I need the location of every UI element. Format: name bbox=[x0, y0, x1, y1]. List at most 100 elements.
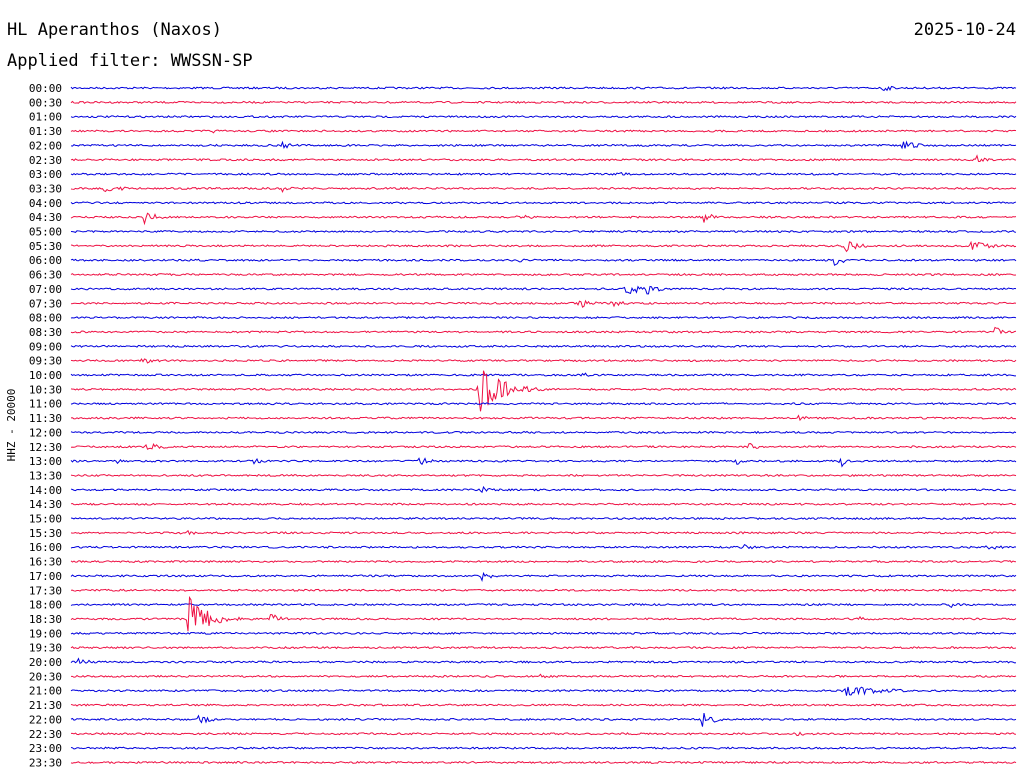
trace-0100 bbox=[70, 115, 1017, 119]
trace-0700 bbox=[70, 285, 1017, 295]
trace-0600 bbox=[70, 258, 1017, 266]
tick-label-0900: 09:00 bbox=[29, 340, 62, 353]
trace-2330 bbox=[70, 760, 1017, 765]
trace-0030 bbox=[70, 100, 1017, 104]
tick-label-1530: 15:30 bbox=[29, 527, 62, 540]
tick-label-2100: 21:00 bbox=[29, 685, 62, 698]
trace-1700 bbox=[70, 571, 1017, 582]
tick-label-0000: 00:00 bbox=[29, 82, 62, 95]
trace-1230 bbox=[70, 443, 1017, 450]
trace-0400 bbox=[70, 201, 1017, 205]
tick-label-1900: 19:00 bbox=[29, 627, 62, 640]
tick-label-1930: 19:30 bbox=[29, 642, 62, 655]
tick-label-1100: 11:00 bbox=[29, 398, 62, 411]
tick-label-0700: 07:00 bbox=[29, 283, 62, 296]
trace-1830 bbox=[70, 595, 1017, 632]
tick-label-0430: 04:30 bbox=[29, 211, 62, 224]
trace-2300 bbox=[70, 746, 1017, 750]
tick-label-1430: 14:30 bbox=[29, 498, 62, 511]
trace-2130 bbox=[70, 703, 1017, 707]
trace-1000 bbox=[70, 372, 1017, 377]
tick-label-2230: 22:30 bbox=[29, 728, 62, 741]
trace-0430 bbox=[70, 212, 1017, 226]
trace-1100 bbox=[70, 402, 1017, 406]
tick-label-0330: 03:30 bbox=[29, 182, 62, 195]
trace-0830 bbox=[70, 326, 1017, 335]
trace-1900 bbox=[70, 631, 1017, 635]
trace-1630 bbox=[70, 559, 1017, 564]
trace-1430 bbox=[70, 502, 1017, 506]
tick-label-1730: 17:30 bbox=[29, 584, 62, 597]
trace-1930 bbox=[70, 646, 1017, 650]
seismic-traces bbox=[70, 85, 1017, 765]
tick-label-1500: 15:00 bbox=[29, 513, 62, 526]
tick-label-0300: 03:00 bbox=[29, 168, 62, 181]
tick-label-1400: 14:00 bbox=[29, 484, 62, 497]
tick-label-0230: 02:30 bbox=[29, 154, 62, 167]
tick-label-1130: 11:30 bbox=[29, 412, 62, 425]
tick-label-2300: 23:00 bbox=[29, 742, 62, 755]
tick-label-0400: 04:00 bbox=[29, 197, 62, 210]
tick-label-1800: 18:00 bbox=[29, 599, 62, 612]
trace-0130 bbox=[70, 129, 1017, 134]
tick-label-1030: 10:30 bbox=[29, 383, 62, 396]
tick-label-1600: 16:00 bbox=[29, 541, 62, 554]
trace-1130 bbox=[70, 414, 1017, 422]
tick-label-1630: 16:30 bbox=[29, 556, 62, 569]
tick-label-1300: 13:00 bbox=[29, 455, 62, 468]
trace-0730 bbox=[70, 299, 1017, 308]
trace-1500 bbox=[70, 516, 1017, 521]
trace-1330 bbox=[70, 473, 1017, 478]
trace-2230 bbox=[70, 731, 1017, 737]
trace-2000 bbox=[70, 657, 1017, 665]
tick-label-0530: 05:30 bbox=[29, 240, 62, 253]
tick-label-0630: 06:30 bbox=[29, 269, 62, 282]
trace-1200 bbox=[70, 430, 1017, 434]
trace-1300 bbox=[70, 457, 1017, 468]
trace-0930 bbox=[70, 358, 1017, 364]
trace-0630 bbox=[70, 272, 1017, 277]
tick-label-0200: 02:00 bbox=[29, 139, 62, 152]
tick-label-1330: 13:30 bbox=[29, 469, 62, 482]
trace-0330 bbox=[70, 186, 1017, 194]
trace-1730 bbox=[70, 588, 1017, 592]
tick-label-0100: 01:00 bbox=[29, 111, 62, 124]
tick-label-0830: 08:30 bbox=[29, 326, 62, 339]
tick-label-0130: 01:30 bbox=[29, 125, 62, 138]
tick-label-0730: 07:30 bbox=[29, 297, 62, 310]
trace-1800 bbox=[70, 603, 1017, 609]
trace-0200 bbox=[70, 140, 1017, 150]
tick-label-1200: 12:00 bbox=[29, 426, 62, 439]
trace-0900 bbox=[70, 344, 1017, 348]
trace-1530 bbox=[70, 529, 1017, 536]
trace-1030 bbox=[70, 370, 1017, 412]
tick-label-2130: 21:30 bbox=[29, 699, 62, 712]
tick-label-1000: 10:00 bbox=[29, 369, 62, 382]
trace-0530 bbox=[70, 240, 1017, 253]
tick-label-1700: 17:00 bbox=[29, 570, 62, 583]
trace-0230 bbox=[70, 154, 1017, 163]
filter-label: Applied filter: WWSSN-SP bbox=[7, 51, 253, 71]
trace-2100 bbox=[70, 686, 1017, 696]
trace-2200 bbox=[70, 712, 1017, 727]
trace-0800 bbox=[70, 316, 1017, 320]
tick-label-2000: 20:00 bbox=[29, 656, 62, 669]
station-title: HL Aperanthos (Naxos) bbox=[7, 20, 222, 40]
tick-label-2200: 22:00 bbox=[29, 713, 62, 726]
trace-0000 bbox=[70, 85, 1017, 92]
trace-0300 bbox=[70, 171, 1017, 176]
tick-label-0800: 08:00 bbox=[29, 312, 62, 325]
trace-2030 bbox=[70, 673, 1017, 679]
tick-label-0030: 00:30 bbox=[29, 96, 62, 109]
trace-1600 bbox=[70, 543, 1017, 550]
tick-label-1830: 18:30 bbox=[29, 613, 62, 626]
tick-label-2330: 23:30 bbox=[29, 756, 62, 769]
tick-label-0500: 05:00 bbox=[29, 226, 62, 239]
y-axis-label: HHZ - 20000 bbox=[5, 389, 18, 462]
trace-1400 bbox=[70, 485, 1017, 494]
trace-0500 bbox=[70, 229, 1017, 234]
tick-label-2030: 20:30 bbox=[29, 670, 62, 683]
tick-label-1230: 12:30 bbox=[29, 441, 62, 454]
